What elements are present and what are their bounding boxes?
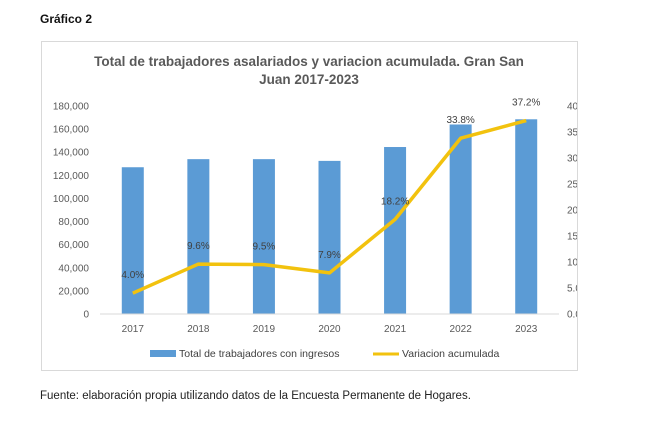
line-series: 4.0% 9.6% 9.5% 7.9% 18.2% 33.8% 37.2% (121, 98, 540, 295)
y-tick-label: 0 (83, 310, 89, 321)
y2-tick-label: 40.0% (567, 102, 577, 113)
bar-2021 (384, 147, 407, 314)
x-tick-label: 2017 (122, 324, 145, 335)
bar-2020 (318, 160, 341, 314)
line-data-label: 9.5% (253, 242, 276, 253)
x-tick-label: 2021 (384, 324, 407, 335)
y-tick-label: 40,000 (58, 263, 89, 274)
y2-tick-label: 25.0% (567, 180, 577, 191)
legend: Total de trabajadores con ingresos Varia… (150, 348, 499, 360)
legend-bar-swatch (150, 350, 176, 357)
y2-tick-label: 35.0% (567, 128, 577, 139)
x-tick-label: 2022 (450, 324, 473, 335)
bar-2017 (121, 167, 144, 314)
x-axis: 2017 2018 2019 2020 2021 2022 2023 (122, 324, 538, 335)
y-axis-left: 0 20,000 40,000 60,000 80,000 100,000 120,000 1… (53, 102, 90, 321)
y-tick-label: 140,000 (53, 148, 90, 159)
chart-title-line-2: Juan 2017-2023 (259, 72, 359, 87)
y2-tick-label: 10.0% (567, 258, 577, 269)
line-data-label: 18.2% (381, 196, 409, 207)
y-tick-label: 80,000 (58, 217, 89, 228)
legend-bar-label: Total de trabajadores con ingresos (179, 348, 340, 360)
combo-chart: Total de trabajadores asalariados y vari… (53, 54, 596, 360)
y-tick-label: 120,000 (53, 171, 90, 182)
y-tick-label: 100,000 (53, 194, 90, 205)
source-note: Fuente: elaboración propia utilizando da… (40, 390, 471, 402)
y-tick-label: 160,000 (53, 125, 90, 136)
y-tick-label: 20,000 (58, 286, 89, 297)
variation-line (132, 118, 527, 295)
x-tick-label: 2023 (515, 324, 538, 335)
bar-2022 (449, 124, 472, 314)
line-data-label: 37.2% (512, 98, 540, 109)
x-tick-label: 2020 (318, 324, 341, 335)
y-tick-label: 60,000 (58, 240, 89, 251)
y2-tick-label: 5.0% (567, 284, 577, 295)
y2-tick-label: 20.0% (567, 206, 577, 217)
line-data-label: 9.6% (187, 241, 210, 252)
figure-heading: Gráfico 2 (40, 12, 93, 26)
line-data-label: 4.0% (121, 270, 144, 281)
x-tick-label: 2019 (253, 324, 276, 335)
chart-frame: Total de trabajadores asalariados y vari… (41, 41, 596, 371)
bar-2023 (515, 119, 538, 315)
legend-line-label: Variacion acumulada (402, 348, 499, 360)
y2-tick-label: 30.0% (567, 154, 577, 165)
y-tick-label: 180,000 (53, 102, 90, 113)
bar-series (121, 119, 538, 315)
y2-tick-label: 0.0% (567, 310, 577, 321)
x-tick-label: 2018 (187, 324, 210, 335)
chart-title-line-1: Total de trabajadores asalariados y vari… (94, 54, 524, 69)
bar-2018 (187, 159, 210, 314)
line-data-label: 7.9% (318, 250, 341, 261)
y2-tick-label: 15.0% (567, 232, 577, 243)
line-data-label: 33.8% (446, 115, 474, 126)
bar-2019 (252, 159, 275, 314)
y-axis-right: 0.0% 5.0% 10.0% 15.0% 20.0% 25.0% 30.0% 35.0% 40… (567, 102, 595, 321)
